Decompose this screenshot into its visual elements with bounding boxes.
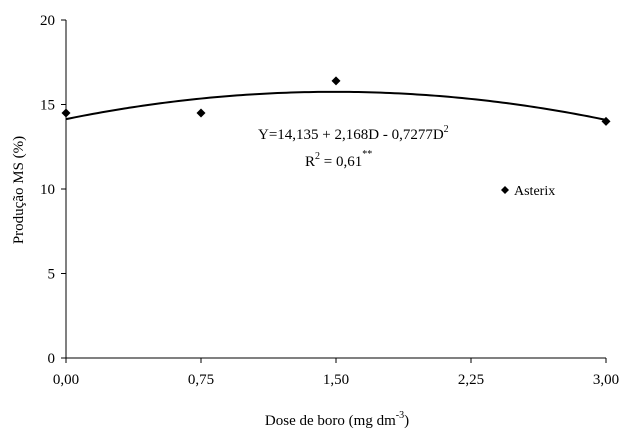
y-tick-label: 5: [48, 267, 56, 283]
x-axis-ticks: 0,00 0,75 1,50 2,25 3,00: [53, 358, 619, 388]
legend-label: Asterix: [514, 184, 555, 199]
y-tick-label: 20: [40, 13, 55, 29]
x-tick-label: 1,50: [323, 372, 349, 388]
x-axis-label: Dose de boro (mg dm-3): [265, 410, 409, 429]
x-tick-label: 3,00: [593, 372, 619, 388]
r-squared-label: R2 = 0,61**: [305, 149, 372, 170]
data-point: [61, 108, 71, 118]
fit-curve: [65, 90, 607, 121]
data-points: [61, 76, 611, 126]
y-tick-label: 10: [40, 182, 55, 198]
plot-area: 0 5 10 15 20 0,00 0,75 1,50 2,25 3,00: [40, 13, 619, 388]
equation-label: Y=14,135 + 2,168D - 0,7277D2: [258, 124, 449, 143]
x-tick-label: 0,75: [188, 372, 214, 388]
y-axis-ticks: 0 5 10 15 20: [40, 13, 66, 367]
data-point: [331, 76, 341, 86]
legend: Asterix: [501, 184, 555, 199]
x-tick-label: 0,00: [53, 372, 79, 388]
data-point: [601, 116, 611, 126]
y-axis-label: Produção MS (%): [11, 136, 27, 244]
legend-marker: [501, 186, 509, 194]
y-tick-label: 15: [40, 98, 55, 114]
x-tick-label: 2,25: [458, 372, 484, 388]
y-tick-label: 0: [48, 351, 56, 367]
data-point: [196, 108, 206, 118]
